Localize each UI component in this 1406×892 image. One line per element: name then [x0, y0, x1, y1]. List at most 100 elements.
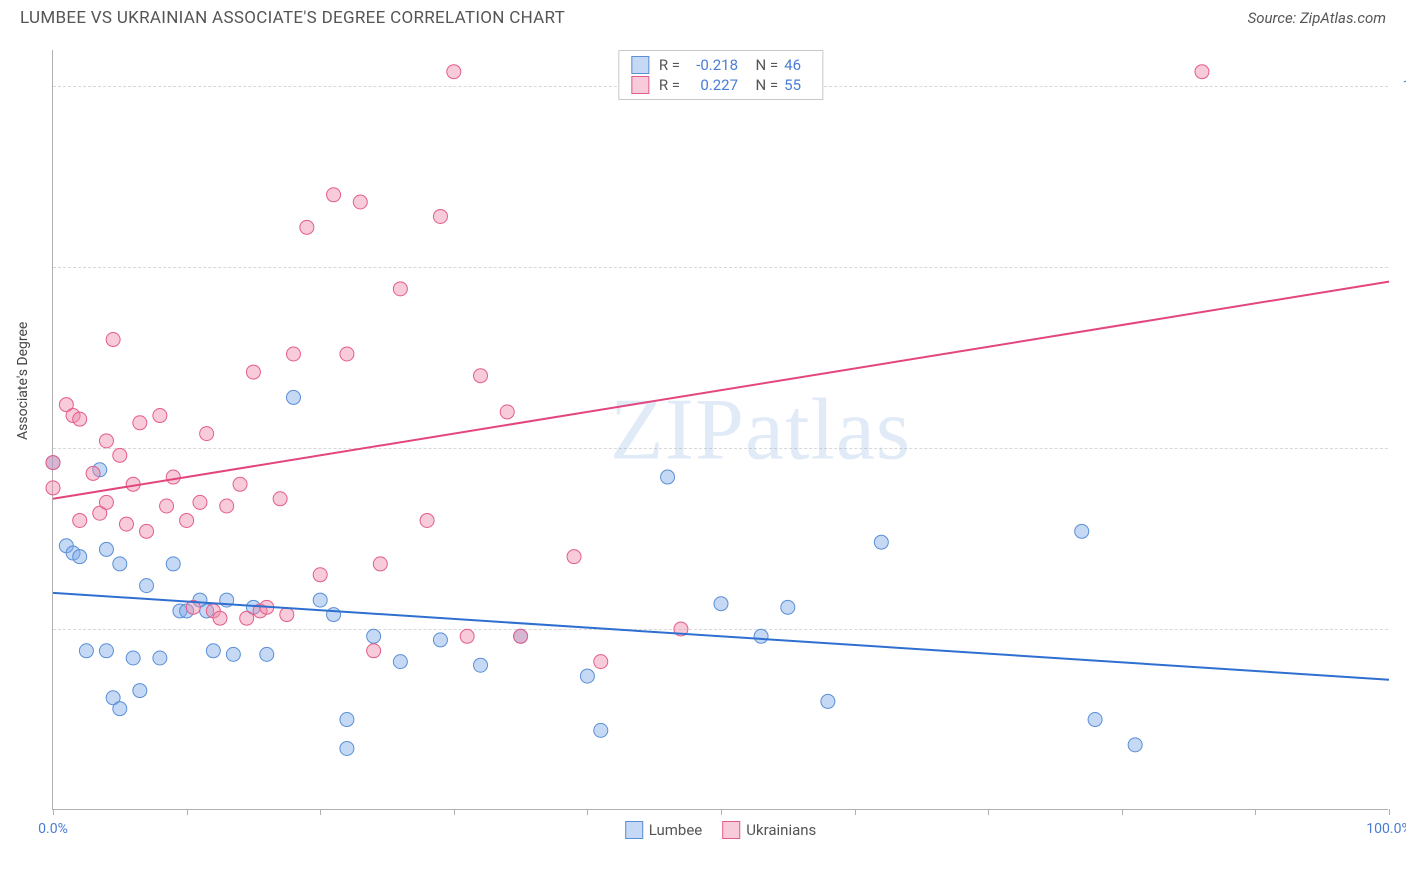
- legend-swatch-lumbee: [631, 56, 649, 74]
- scatter-point-lumbee: [79, 644, 93, 658]
- series-legend: Lumbee Ukrainians: [625, 821, 817, 839]
- scatter-point-ukrainians: [567, 550, 581, 564]
- scatter-point-ukrainians: [160, 499, 174, 513]
- scatter-point-lumbee: [340, 741, 354, 755]
- x-tick: [855, 809, 856, 815]
- scatter-point-lumbee: [433, 633, 447, 647]
- n-label: N =: [748, 76, 778, 94]
- scatter-point-ukrainians: [73, 513, 87, 527]
- scatter-point-lumbee: [133, 684, 147, 698]
- scatter-point-lumbee: [140, 579, 154, 593]
- scatter-point-ukrainians: [113, 448, 127, 462]
- r-label: R =: [659, 56, 680, 74]
- series-legend-item-ukrainians: Ukrainians: [722, 821, 816, 839]
- scatter-point-lumbee: [153, 651, 167, 665]
- x-tick: [320, 809, 321, 815]
- scatter-point-ukrainians: [220, 499, 234, 513]
- n-label: N =: [748, 56, 778, 74]
- series-label: Lumbee: [649, 821, 703, 839]
- scatter-point-ukrainians: [73, 412, 87, 426]
- trendline-ukrainians: [53, 282, 1389, 499]
- x-tick: [721, 809, 722, 815]
- scatter-point-lumbee: [206, 644, 220, 658]
- scatter-point-ukrainians: [327, 188, 341, 202]
- scatter-point-ukrainians: [594, 655, 608, 669]
- scatter-point-lumbee: [313, 593, 327, 607]
- scatter-point-lumbee: [1088, 713, 1102, 727]
- scatter-point-lumbee: [73, 550, 87, 564]
- y-axis-label: Associate's Degree: [15, 322, 31, 440]
- x-tick: [1122, 809, 1123, 815]
- scatter-point-ukrainians: [353, 195, 367, 209]
- scatter-point-ukrainians: [313, 568, 327, 582]
- scatter-point-ukrainians: [99, 434, 113, 448]
- source-prefix: Source:: [1248, 9, 1300, 27]
- legend-swatch-ukrainians: [631, 76, 649, 94]
- scatter-point-lumbee: [474, 658, 488, 672]
- scatter-point-lumbee: [874, 535, 888, 549]
- scatter-point-lumbee: [393, 655, 407, 669]
- x-tick: [1389, 809, 1390, 815]
- x-tick: [454, 809, 455, 815]
- scatter-point-ukrainians: [420, 513, 434, 527]
- scatter-point-lumbee: [226, 647, 240, 661]
- scatter-point-ukrainians: [200, 427, 214, 441]
- scatter-point-lumbee: [260, 647, 274, 661]
- scatter-point-lumbee: [327, 608, 341, 622]
- correlation-legend: R = -0.218 N = 46R = 0.227 N = 55: [618, 50, 823, 100]
- scatter-point-lumbee: [1128, 738, 1142, 752]
- scatter-point-lumbee: [126, 651, 140, 665]
- scatter-point-ukrainians: [166, 470, 180, 484]
- scatter-point-ukrainians: [500, 405, 514, 419]
- scatter-plot-svg: [53, 50, 1388, 809]
- legend-swatch-lumbee: [625, 821, 643, 839]
- n-value: 55: [784, 76, 810, 94]
- scatter-point-ukrainians: [273, 492, 287, 506]
- scatter-point-lumbee: [286, 390, 300, 404]
- scatter-point-ukrainians: [86, 466, 100, 480]
- series-label: Ukrainians: [746, 821, 816, 839]
- scatter-point-ukrainians: [46, 481, 60, 495]
- chart-header: LUMBEE VS UKRAINIAN ASSOCIATE'S DEGREE C…: [0, 0, 1406, 36]
- scatter-point-lumbee: [99, 542, 113, 556]
- scatter-point-ukrainians: [233, 477, 247, 491]
- chart-title: LUMBEE VS UKRAINIAN ASSOCIATE'S DEGREE C…: [20, 8, 565, 28]
- scatter-point-ukrainians: [1195, 65, 1209, 79]
- scatter-point-ukrainians: [240, 611, 254, 625]
- scatter-point-ukrainians: [474, 369, 488, 383]
- scatter-point-lumbee: [781, 600, 795, 614]
- chart-source: Source: ZipAtlas.com: [1248, 9, 1386, 27]
- scatter-point-ukrainians: [119, 517, 133, 531]
- r-value: 0.227: [686, 76, 738, 94]
- y-tick-label: 100.0%: [1403, 78, 1406, 94]
- x-tick: [53, 809, 54, 815]
- scatter-point-ukrainians: [246, 365, 260, 379]
- x-tick-label: 0.0%: [38, 821, 68, 837]
- scatter-point-lumbee: [594, 723, 608, 737]
- scatter-point-lumbee: [714, 597, 728, 611]
- x-tick: [187, 809, 188, 815]
- scatter-point-lumbee: [113, 557, 127, 571]
- scatter-point-ukrainians: [393, 282, 407, 296]
- scatter-point-lumbee: [580, 669, 594, 683]
- scatter-point-ukrainians: [280, 608, 294, 622]
- scatter-point-lumbee: [113, 702, 127, 716]
- n-value: 46: [784, 56, 810, 74]
- scatter-point-lumbee: [166, 557, 180, 571]
- scatter-point-ukrainians: [460, 629, 474, 643]
- scatter-point-ukrainians: [514, 629, 528, 643]
- scatter-point-lumbee: [661, 470, 675, 484]
- source-name: ZipAtlas.com: [1300, 9, 1386, 27]
- scatter-point-lumbee: [754, 629, 768, 643]
- scatter-point-lumbee: [99, 644, 113, 658]
- scatter-point-ukrainians: [140, 524, 154, 538]
- scatter-point-ukrainians: [193, 495, 207, 509]
- scatter-point-ukrainians: [213, 611, 227, 625]
- scatter-point-lumbee: [821, 694, 835, 708]
- chart-plot-area: ZIPatlas R = -0.218 N = 46R = 0.227 N = …: [52, 50, 1388, 810]
- x-tick-label: 100.0%: [1366, 821, 1406, 837]
- scatter-point-lumbee: [1075, 524, 1089, 538]
- r-value: -0.218: [686, 56, 738, 74]
- x-tick: [988, 809, 989, 815]
- x-tick: [587, 809, 588, 815]
